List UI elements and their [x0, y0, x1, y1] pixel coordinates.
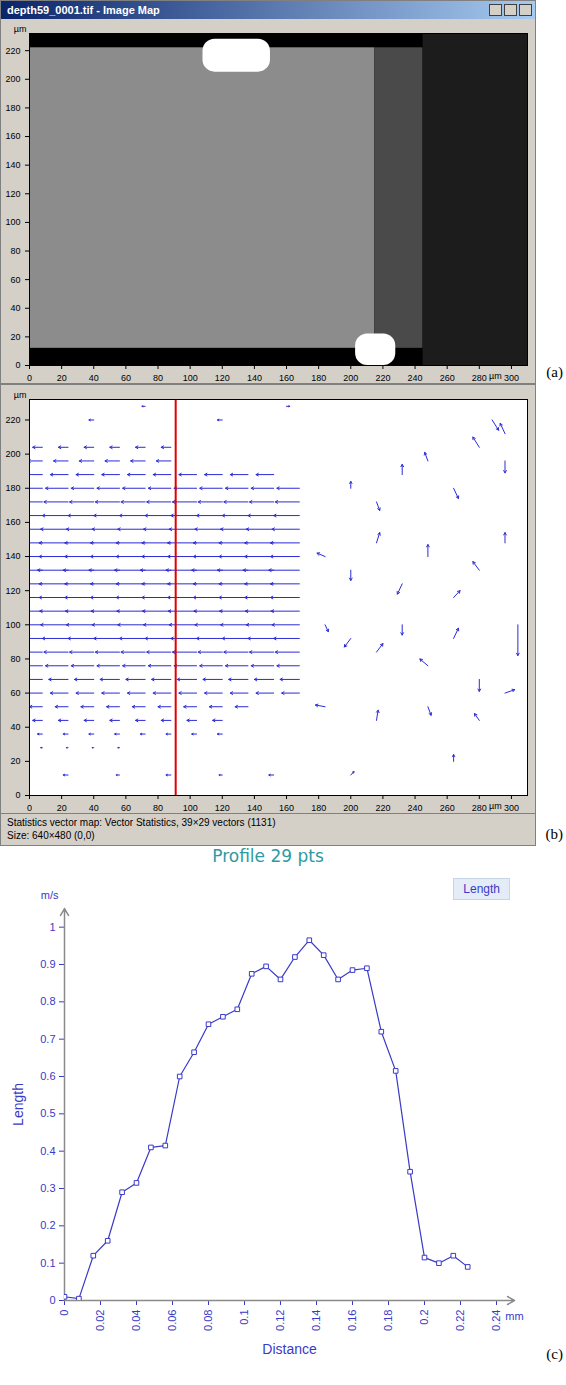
- svg-text:180: 180: [5, 103, 20, 113]
- svg-text:200: 200: [343, 373, 358, 383]
- svg-text:0.12: 0.12: [274, 1310, 286, 1331]
- svg-text:40: 40: [89, 373, 99, 383]
- svg-text:0.2: 0.2: [418, 1310, 430, 1325]
- svg-text:0.14: 0.14: [310, 1310, 322, 1331]
- html-text:Statistics vector map: Vector: Statistics vector map: Vector Statistics…: [7, 817, 276, 828]
- svg-text:140: 140: [247, 373, 262, 383]
- svg-text:0.9: 0.9: [40, 958, 55, 970]
- svg-text:160: 160: [279, 373, 294, 383]
- svg-text:100: 100: [183, 803, 198, 813]
- svg-text:0: 0: [49, 1294, 55, 1306]
- svg-text:60: 60: [121, 373, 131, 383]
- svg-text:0.2: 0.2: [40, 1219, 55, 1231]
- svg-text:0.22: 0.22: [454, 1310, 466, 1331]
- svg-text:µm: µm: [489, 801, 502, 811]
- svg-text:240: 240: [408, 373, 423, 383]
- svg-text:100: 100: [5, 217, 20, 227]
- html-text:(c): (c): [546, 1346, 563, 1362]
- svg-text:160: 160: [5, 517, 20, 527]
- svg-text:0.1: 0.1: [238, 1310, 250, 1325]
- svg-text:0.8: 0.8: [40, 995, 55, 1007]
- svg-text:220: 220: [375, 803, 390, 813]
- svg-text:240: 240: [408, 803, 423, 813]
- svg-text:160: 160: [5, 131, 20, 141]
- html-text:Size: 640×480 (0,0): Size: 640×480 (0,0): [7, 830, 95, 841]
- svg-text:220: 220: [375, 373, 390, 383]
- svg-text:0.4: 0.4: [40, 1145, 55, 1157]
- html-text:(b): (b): [545, 826, 563, 842]
- svg-text:120: 120: [215, 373, 230, 383]
- svg-text:120: 120: [5, 189, 20, 199]
- svg-text:60: 60: [121, 803, 131, 813]
- svg-text:200: 200: [5, 74, 20, 84]
- svg-text:1: 1: [49, 921, 55, 933]
- svg-text:µm: µm: [14, 24, 27, 34]
- svg-text:180: 180: [5, 483, 20, 493]
- svg-text:80: 80: [10, 654, 20, 664]
- svg-text:0.6: 0.6: [40, 1070, 55, 1082]
- svg-text:220: 220: [5, 415, 20, 425]
- svg-text:80: 80: [153, 803, 163, 813]
- svg-text:0: 0: [15, 790, 20, 800]
- svg-text:0.08: 0.08: [202, 1310, 214, 1331]
- svg-text:260: 260: [440, 373, 455, 383]
- svg-text:0.04: 0.04: [130, 1310, 142, 1331]
- svg-text:0: 0: [27, 803, 32, 813]
- svg-text:300: 300: [504, 373, 519, 383]
- svg-text:40: 40: [89, 803, 99, 813]
- svg-text:200: 200: [343, 803, 358, 813]
- svg-text:0.1: 0.1: [40, 1257, 55, 1269]
- svg-text:220: 220: [5, 46, 20, 56]
- svg-text:140: 140: [5, 551, 20, 561]
- svg-text:0.7: 0.7: [40, 1033, 55, 1045]
- svg-text:80: 80: [10, 246, 20, 256]
- svg-text:300: 300: [504, 803, 519, 813]
- svg-text:Distance: Distance: [262, 1341, 317, 1357]
- svg-text:0.18: 0.18: [382, 1310, 394, 1331]
- svg-text:Length: Length: [10, 1083, 26, 1126]
- svg-text:m/s: m/s: [41, 889, 59, 901]
- html-text:Profile 29 pts: Profile 29 pts: [212, 846, 324, 866]
- svg-text:mm: mm: [505, 1310, 523, 1322]
- svg-text:140: 140: [247, 803, 262, 813]
- svg-text:280: 280: [472, 373, 487, 383]
- svg-text:40: 40: [10, 303, 20, 313]
- svg-text:100: 100: [5, 620, 20, 630]
- svg-text:60: 60: [10, 688, 20, 698]
- svg-text:80: 80: [153, 373, 163, 383]
- svg-text:0.24: 0.24: [490, 1310, 502, 1331]
- html-text:Length: Length: [463, 882, 500, 896]
- svg-text:0.16: 0.16: [346, 1310, 358, 1331]
- svg-text:140: 140: [5, 160, 20, 170]
- svg-text:180: 180: [311, 373, 326, 383]
- svg-text:280: 280: [472, 803, 487, 813]
- svg-text:0: 0: [27, 373, 32, 383]
- svg-text:260: 260: [440, 803, 455, 813]
- svg-text:µm: µm: [489, 371, 502, 381]
- svg-text:120: 120: [5, 586, 20, 596]
- svg-text:0.5: 0.5: [40, 1107, 55, 1119]
- svg-text:20: 20: [10, 332, 20, 342]
- svg-text:0.06: 0.06: [166, 1310, 178, 1331]
- svg-text:200: 200: [5, 449, 20, 459]
- svg-text:20: 20: [57, 373, 67, 383]
- svg-text:0.3: 0.3: [40, 1182, 55, 1194]
- svg-text:µm: µm: [14, 390, 27, 400]
- svg-text:180: 180: [311, 803, 326, 813]
- svg-text:20: 20: [57, 803, 67, 813]
- svg-text:100: 100: [183, 373, 198, 383]
- svg-text:0: 0: [58, 1310, 70, 1316]
- html-text:depth59_0001.tif - Image Map: depth59_0001.tif - Image Map: [7, 4, 160, 16]
- svg-text:40: 40: [10, 722, 20, 732]
- svg-text:20: 20: [10, 756, 20, 766]
- svg-text:60: 60: [10, 275, 20, 285]
- svg-text:0: 0: [15, 360, 20, 370]
- svg-text:0.02: 0.02: [94, 1310, 106, 1331]
- svg-text:120: 120: [215, 803, 230, 813]
- svg-text:160: 160: [279, 803, 294, 813]
- html-text:(a): (a): [546, 364, 563, 380]
